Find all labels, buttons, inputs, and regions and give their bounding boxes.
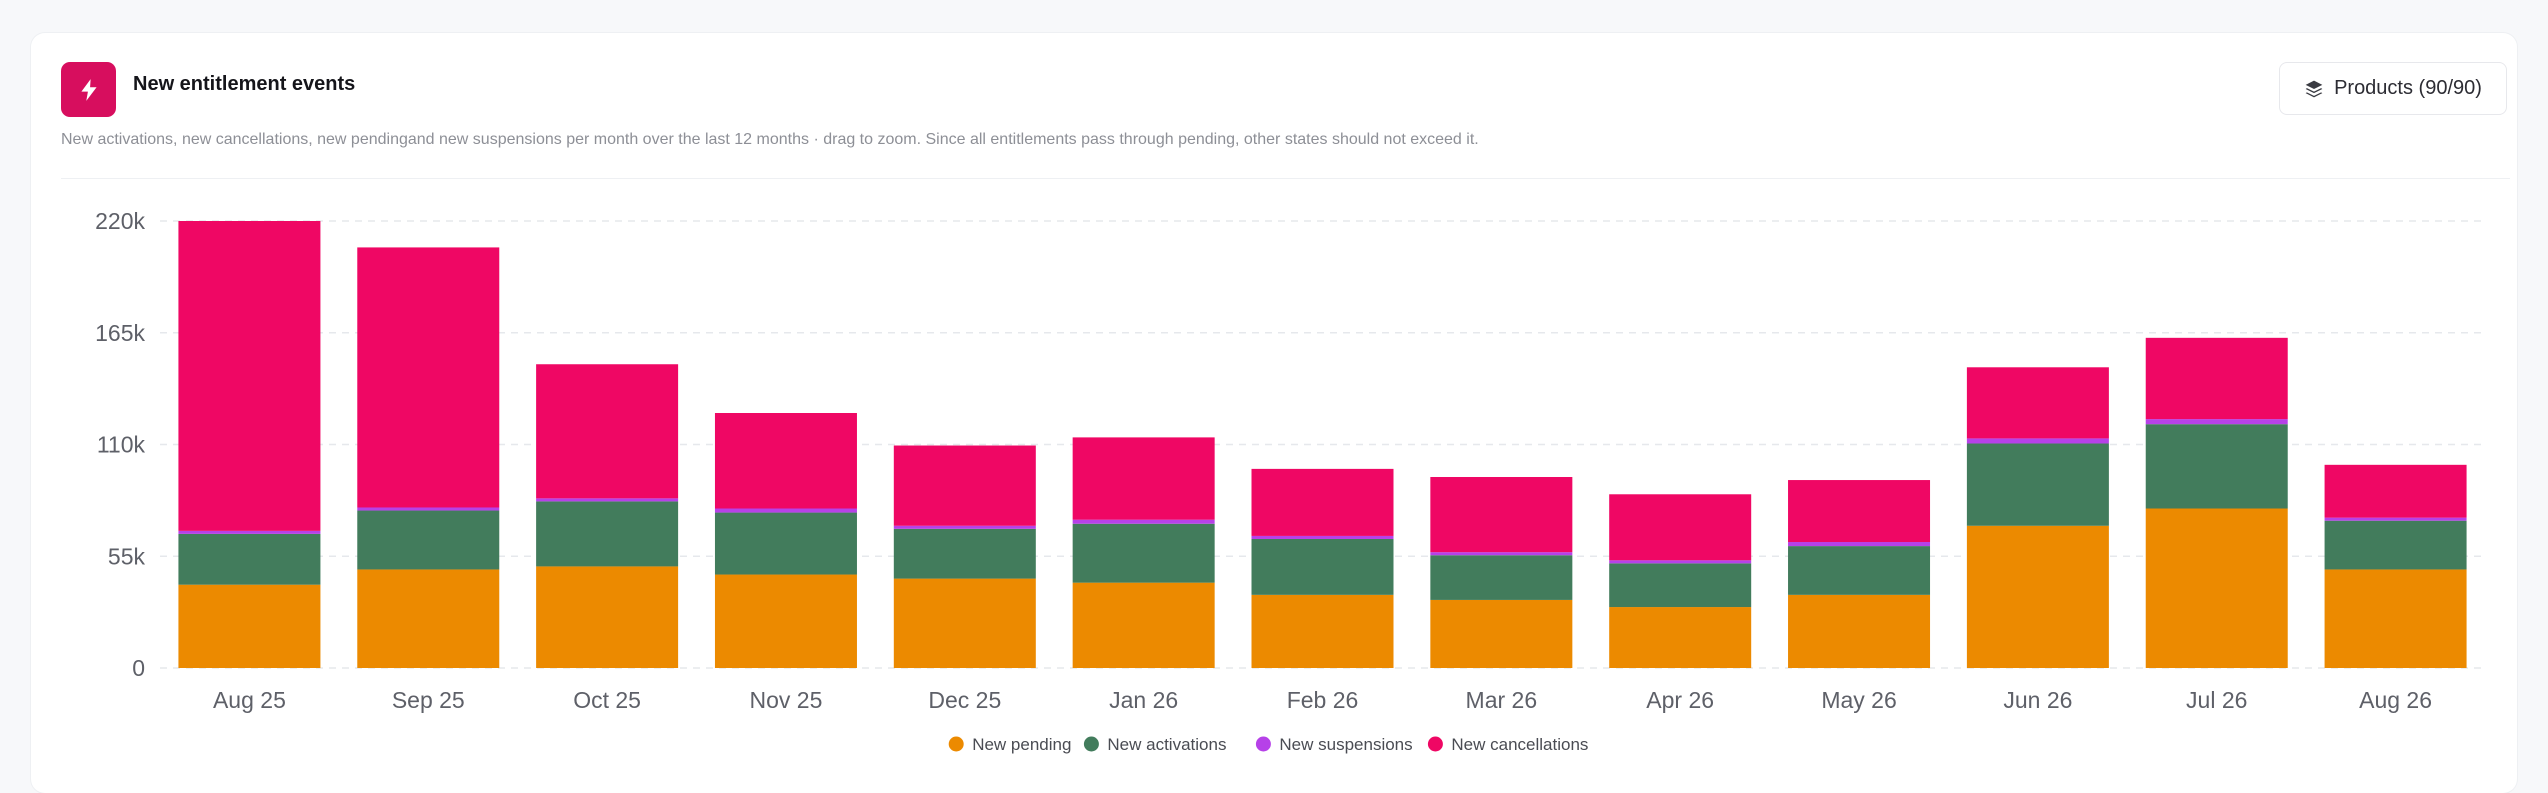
x-tick-label: Jun 26	[2003, 687, 2072, 713]
bar-segment-new-cancellations[interactable]	[1251, 468, 1394, 536]
bar-segment-new-suspensions[interactable]	[2324, 517, 2467, 521]
bar-segment-new-cancellations[interactable]	[2145, 337, 2288, 420]
chart-subtitle: New activations, new cancellations, new …	[61, 131, 1479, 148]
bar-segment-new-activations[interactable]	[714, 512, 857, 575]
y-tick-label: 110k	[97, 432, 146, 458]
x-tick-label: Oct 25	[573, 687, 641, 713]
bar-segment-new-suspensions[interactable]	[536, 498, 679, 502]
bar-segment-new-suspensions[interactable]	[1966, 438, 2109, 444]
layers-icon	[2305, 80, 2323, 97]
bar-segment-new-suspensions[interactable]	[357, 507, 500, 511]
bar-segment-new-suspensions[interactable]	[1430, 552, 1573, 556]
bar-segment-new-pending[interactable]	[2145, 508, 2288, 668]
x-tick-label: Aug 25	[213, 687, 286, 713]
legend-marker	[1427, 736, 1443, 752]
bar-segment-new-pending[interactable]	[178, 584, 321, 668]
legend-marker	[948, 736, 964, 752]
legend-marker	[1255, 736, 1271, 752]
legend-label[interactable]: New activations	[1107, 735, 1226, 754]
bar-segment-new-cancellations[interactable]	[1966, 367, 2109, 439]
bar-segment-new-suspensions[interactable]	[714, 508, 857, 513]
bar-segment-new-cancellations[interactable]	[357, 247, 500, 508]
bar-segment-new-activations[interactable]	[1072, 523, 1215, 583]
y-tick-label: 0	[132, 655, 145, 681]
x-tick-label: Sep 25	[392, 687, 465, 713]
bar-segment-new-cancellations[interactable]	[178, 221, 321, 531]
bar-segment-new-activations[interactable]	[357, 510, 500, 570]
products-filter-label: Products (90/90)	[2334, 77, 2482, 99]
bar-segment-new-cancellations[interactable]	[1072, 437, 1215, 520]
bar-segment-new-pending[interactable]	[1788, 594, 1931, 668]
lightning-bolt-icon	[61, 62, 116, 117]
lightning-bolt-glyph	[80, 78, 97, 101]
bar-segment-new-suspensions[interactable]	[1251, 535, 1394, 539]
x-tick-label: Mar 26	[1466, 687, 1538, 713]
x-tick-label: May 26	[1821, 687, 1896, 713]
x-tick-label: Jul 26	[2186, 687, 2247, 713]
x-tick-label: Aug 26	[2359, 687, 2432, 713]
bar-segment-new-suspensions[interactable]	[178, 530, 321, 534]
bar-segment-new-activations[interactable]	[1966, 443, 2109, 526]
bar-segment-new-pending[interactable]	[1251, 594, 1394, 668]
bar-segment-new-activations[interactable]	[1609, 563, 1752, 608]
bar-segment-new-suspensions[interactable]	[1788, 542, 1931, 547]
products-filter-button[interactable]: Products (90/90)	[2279, 62, 2507, 115]
bar-segment-new-cancellations[interactable]	[1788, 480, 1931, 543]
bar-segment-new-cancellations[interactable]	[714, 413, 857, 509]
legend-label[interactable]: New suspensions	[1279, 735, 1412, 754]
x-tick-label: Nov 25	[750, 687, 823, 713]
bar-segment-new-pending[interactable]	[714, 574, 857, 668]
y-tick-label: 165k	[95, 320, 145, 346]
bar-segment-new-pending[interactable]	[1072, 582, 1215, 668]
bar-segment-new-cancellations[interactable]	[893, 445, 1036, 526]
x-tick-label: Jan 26	[1109, 687, 1178, 713]
bar-segment-new-activations[interactable]	[178, 533, 321, 585]
bar-segment-new-activations[interactable]	[1430, 555, 1573, 600]
chart-title: New entitlement events	[133, 73, 356, 95]
bar-segment-new-suspensions[interactable]	[2145, 419, 2288, 425]
bar-segment-new-suspensions[interactable]	[1072, 519, 1215, 524]
legend-label[interactable]: New cancellations	[1451, 735, 1588, 754]
bar-segment-new-pending[interactable]	[536, 566, 679, 668]
bar-segment-new-cancellations[interactable]	[1430, 477, 1573, 553]
bar-segment-new-pending[interactable]	[2324, 569, 2467, 668]
bar-segment-new-activations[interactable]	[2324, 520, 2467, 570]
y-tick-label: 220k	[95, 208, 145, 234]
header-divider	[61, 178, 2510, 179]
bar-segment-new-cancellations[interactable]	[1609, 494, 1752, 561]
bar-segment-new-suspensions[interactable]	[1609, 560, 1752, 564]
bar-segment-new-pending[interactable]	[1430, 599, 1573, 668]
bar-segment-new-pending[interactable]	[1609, 607, 1752, 668]
bar-segment-new-pending[interactable]	[893, 578, 1036, 668]
x-tick-label: Feb 26	[1287, 687, 1359, 713]
legend-label[interactable]: New pending	[972, 735, 1071, 754]
bar-segment-new-activations[interactable]	[536, 501, 679, 567]
bar-segment-new-activations[interactable]	[1788, 546, 1931, 595]
x-tick-label: Apr 26	[1646, 687, 1714, 713]
y-tick-label: 55k	[108, 543, 146, 569]
bar-segment-new-activations[interactable]	[2145, 424, 2288, 509]
bar-segment-new-pending[interactable]	[1966, 525, 2109, 668]
x-tick-label: Dec 25	[928, 687, 1001, 713]
bar-segment-new-cancellations[interactable]	[2324, 464, 2467, 518]
legend-marker	[1083, 736, 1099, 752]
bar-segment-new-suspensions[interactable]	[893, 525, 1036, 529]
bar-segment-new-pending[interactable]	[357, 569, 500, 668]
bar-segment-new-activations[interactable]	[893, 528, 1036, 579]
bar-segment-new-cancellations[interactable]	[536, 364, 679, 499]
stacked-bar-chart[interactable]: 0 55k 110k 165k 220k Aug 25 Sep 25 Oct 25 Nov 25…	[0, 0, 2548, 764]
bar-segment-new-activations[interactable]	[1251, 538, 1394, 595]
